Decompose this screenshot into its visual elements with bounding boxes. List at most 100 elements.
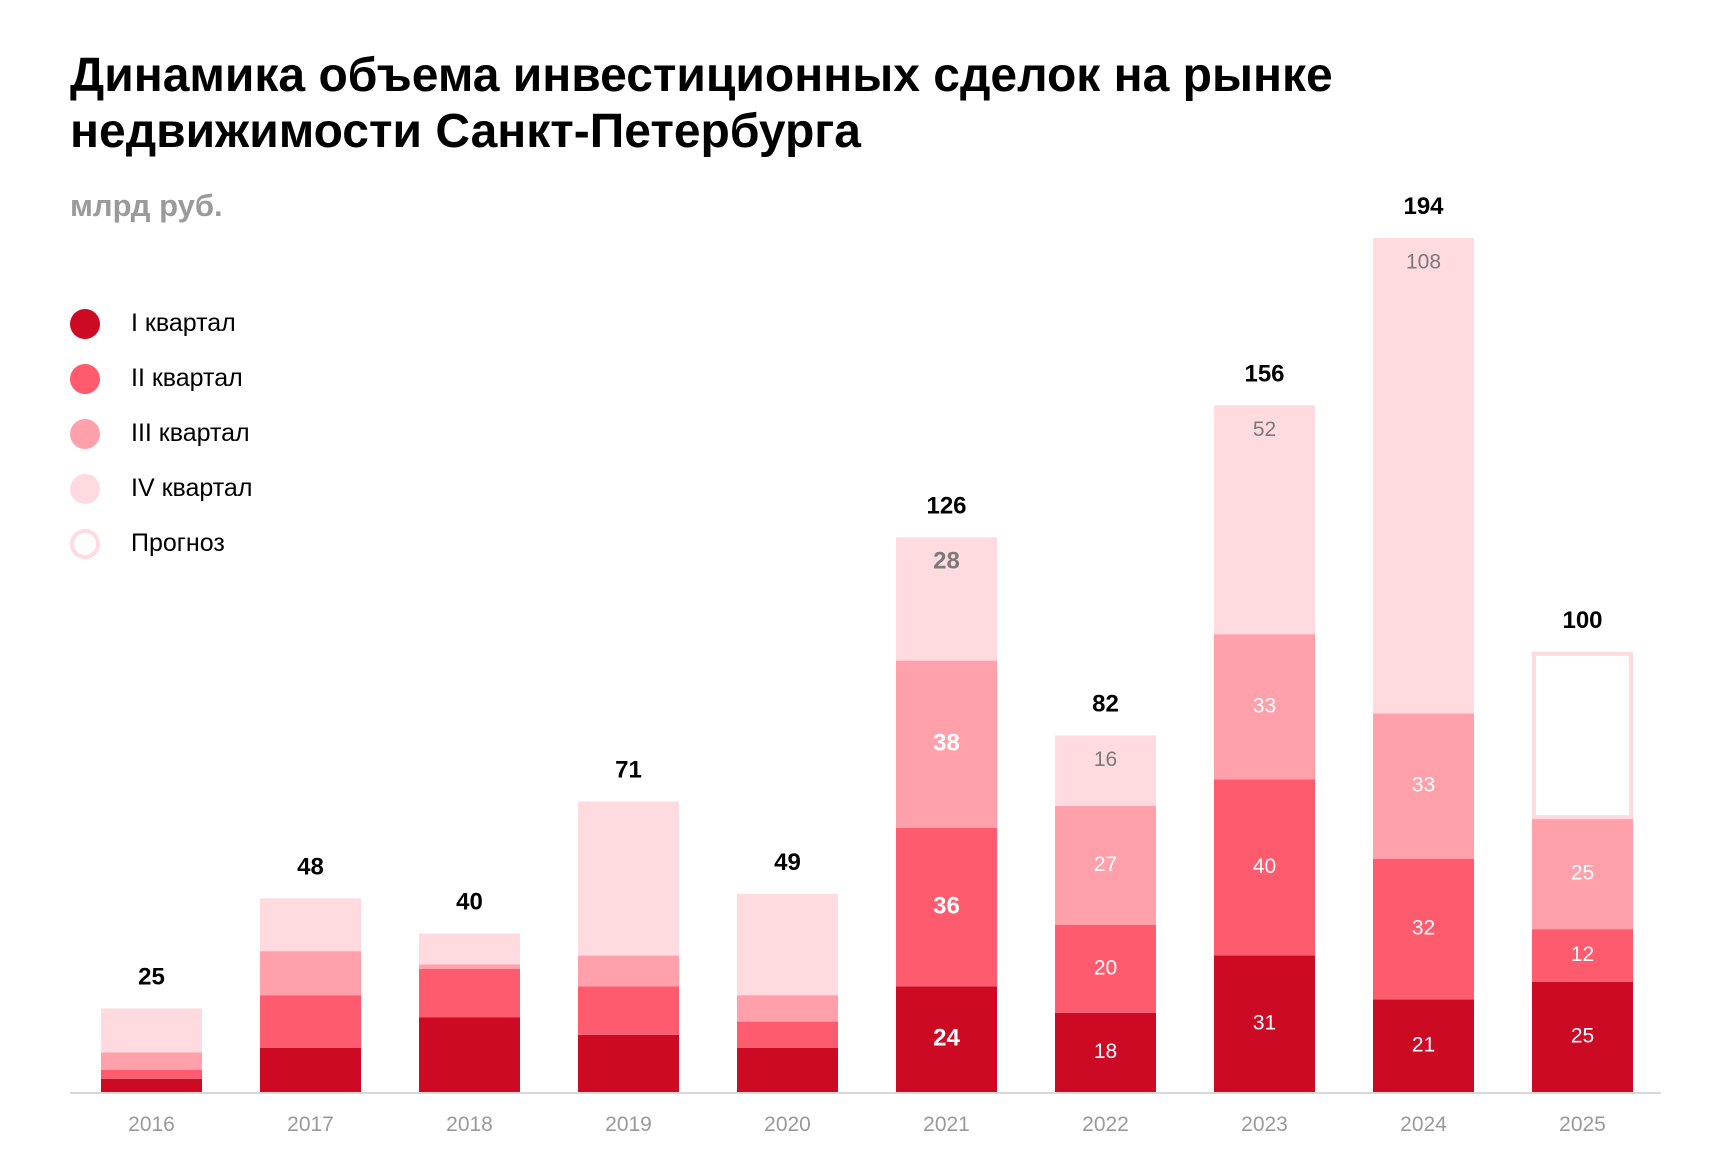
bar-segment-2024-i-квартал	[1373, 999, 1474, 1092]
bar-segment-2020-iii-квартал	[737, 995, 838, 1022]
legend-label-q3: III квартал	[131, 419, 250, 447]
bar-segment-2020-ii-квартал	[737, 1021, 838, 1048]
legend-item-q4: IV квартал	[70, 461, 252, 516]
legend-swatch-forecast	[70, 528, 100, 559]
value-label-2025-ii-квартал: 12	[1571, 943, 1594, 966]
bar-segment-2022-iii-квартал	[1055, 805, 1156, 925]
x-tick-label-2022: 2022	[1082, 1113, 1129, 1136]
bar-segment-2020-i-квартал	[737, 1047, 838, 1092]
total-label-2023: 156	[1244, 360, 1284, 387]
total-label-2025: 100	[1562, 607, 1602, 634]
value-label-2023-ii-квартал: 40	[1253, 855, 1276, 878]
total-label-2024: 194	[1403, 193, 1444, 220]
value-label-2021-iv-квартал: 28	[933, 548, 960, 575]
value-label-2023-i-квартал: 31	[1253, 1011, 1276, 1034]
legend-item-forecast: Прогноз	[70, 516, 252, 571]
total-label-2018: 40	[456, 889, 483, 916]
value-label-2021-iii-квартал: 38	[933, 730, 960, 757]
value-label-2022-i-квартал: 18	[1094, 1040, 1117, 1063]
value-label-2022-iv-квартал: 16	[1094, 748, 1117, 771]
bar-segment-2023-iv-квартал	[1214, 405, 1315, 635]
legend-label-q1: I квартал	[131, 309, 236, 337]
total-label-2016: 25	[138, 963, 165, 990]
bar-segment-2016-i-квартал	[101, 1078, 202, 1092]
value-label-2022-ii-квартал: 20	[1094, 956, 1117, 979]
legend-swatch-q1	[70, 308, 100, 339]
legend-label-forecast: Прогноз	[131, 529, 225, 557]
total-label-2017: 48	[297, 853, 324, 880]
bar-segment-2025-ii-квартал	[1532, 929, 1633, 982]
value-label-2024-i-квартал: 21	[1412, 1033, 1435, 1056]
bar-segment-2021-ii-квартал	[896, 827, 997, 987]
legend-label-q2: II квартал	[131, 364, 243, 392]
value-label-2023-iv-квартал: 52	[1253, 418, 1276, 441]
value-label-2021-i-квартал: 24	[933, 1025, 960, 1052]
value-label-2025-iii-квартал: 25	[1571, 862, 1594, 885]
value-label-2023-iii-квартал: 33	[1253, 694, 1276, 717]
chart-legend: I квартал II квартал III квартал IV квар…	[70, 296, 252, 571]
bar-segment-2023-ii-квартал	[1214, 779, 1315, 956]
total-label-2019: 71	[615, 756, 642, 783]
value-label-2021-ii-квартал: 36	[933, 892, 960, 919]
legend-label-q4: IV квартал	[131, 474, 253, 502]
bar-segment-2019-iv-квартал	[578, 801, 679, 956]
bar-segment-2018-i-квартал	[419, 1017, 520, 1092]
bar-segment-2025-iii-квартал	[1532, 819, 1633, 930]
x-tick-label-2019: 2019	[605, 1113, 652, 1136]
x-tick-label-2018: 2018	[446, 1113, 493, 1136]
bar-segment-2018-iii-квартал	[419, 964, 520, 969]
bar-segment-2021-i-квартал	[896, 986, 997, 1092]
x-tick-label-2021: 2021	[923, 1113, 970, 1136]
chart-title: Динамика объема инвестиционных сделок на…	[70, 48, 1470, 160]
x-tick-label-2020: 2020	[764, 1113, 811, 1136]
bar-segment-2021-iv-квартал	[896, 537, 997, 661]
bar-segment-2017-iv-квартал	[260, 898, 361, 952]
bar-segment-2023-iii-квартал	[1214, 634, 1315, 780]
bar-segment-2020-iv-квартал	[737, 893, 838, 996]
bar-segment-2025-i-квартал	[1532, 981, 1633, 1092]
bar-segment-2019-ii-квартал	[578, 986, 679, 1035]
legend-item-q2: II квартал	[70, 351, 252, 406]
bar-segment-2024-ii-квартал	[1373, 858, 1474, 1000]
value-label-2024-ii-квартал: 32	[1412, 917, 1435, 940]
forecast-segment-2025	[1532, 651, 1633, 820]
bar-segment-2018-ii-квартал	[419, 968, 520, 1018]
bar-segment-2016-iv-квартал	[101, 1008, 202, 1053]
legend-item-q3: III квартал	[70, 406, 252, 461]
x-tick-label-2025: 2025	[1559, 1113, 1606, 1136]
bar-segment-2022-i-квартал	[1055, 1012, 1156, 1092]
value-label-2024-iii-квартал: 33	[1412, 774, 1435, 797]
x-tick-label-2024: 2024	[1400, 1113, 1447, 1136]
bar-segment-2016-ii-квартал	[101, 1069, 202, 1079]
x-tick-label-2017: 2017	[287, 1113, 334, 1136]
bar-segment-2019-i-квартал	[578, 1034, 679, 1092]
total-label-2022: 82	[1092, 690, 1119, 717]
value-label-2022-iii-квартал: 27	[1094, 853, 1117, 876]
bar-segment-2016-iii-квартал	[101, 1052, 202, 1070]
chart-title-line-1: Динамика объема инвестиционных сделок на…	[70, 49, 1333, 102]
bar-segment-2017-i-квартал	[260, 1047, 361, 1092]
bar-segment-2019-iii-квартал	[578, 955, 679, 987]
total-label-2020: 49	[774, 849, 801, 876]
bar-segment-2024-iv-квартал	[1373, 238, 1474, 714]
legend-swatch-q3	[70, 418, 100, 449]
bar-segment-2022-iv-квартал	[1055, 735, 1156, 806]
legend-swatch-q4	[70, 473, 100, 504]
total-label-2021: 126	[926, 492, 966, 519]
value-label-2025-i-квартал: 25	[1571, 1025, 1594, 1048]
bar-segment-2024-iii-квартал	[1373, 713, 1474, 859]
legend-swatch-q2	[70, 363, 100, 394]
bar-segment-2023-i-квартал	[1214, 955, 1315, 1092]
bar-segment-2018-iv-квартал	[419, 933, 520, 965]
bar-segment-2022-ii-квартал	[1055, 924, 1156, 1013]
value-label-2024-iv-квартал: 108	[1406, 251, 1441, 274]
x-tick-label-2023: 2023	[1241, 1113, 1288, 1136]
bar-segment-2021-iii-квартал	[896, 660, 997, 828]
legend-item-q1: I квартал	[70, 296, 252, 351]
x-tick-label-2016: 2016	[128, 1113, 175, 1136]
unit-label: млрд руб.	[70, 188, 223, 223]
bar-segment-2017-ii-квартал	[260, 995, 361, 1048]
bar-segment-2017-iii-квартал	[260, 951, 361, 996]
chart-title-line-2: недвижимости Санкт-Петербурга	[70, 105, 861, 158]
